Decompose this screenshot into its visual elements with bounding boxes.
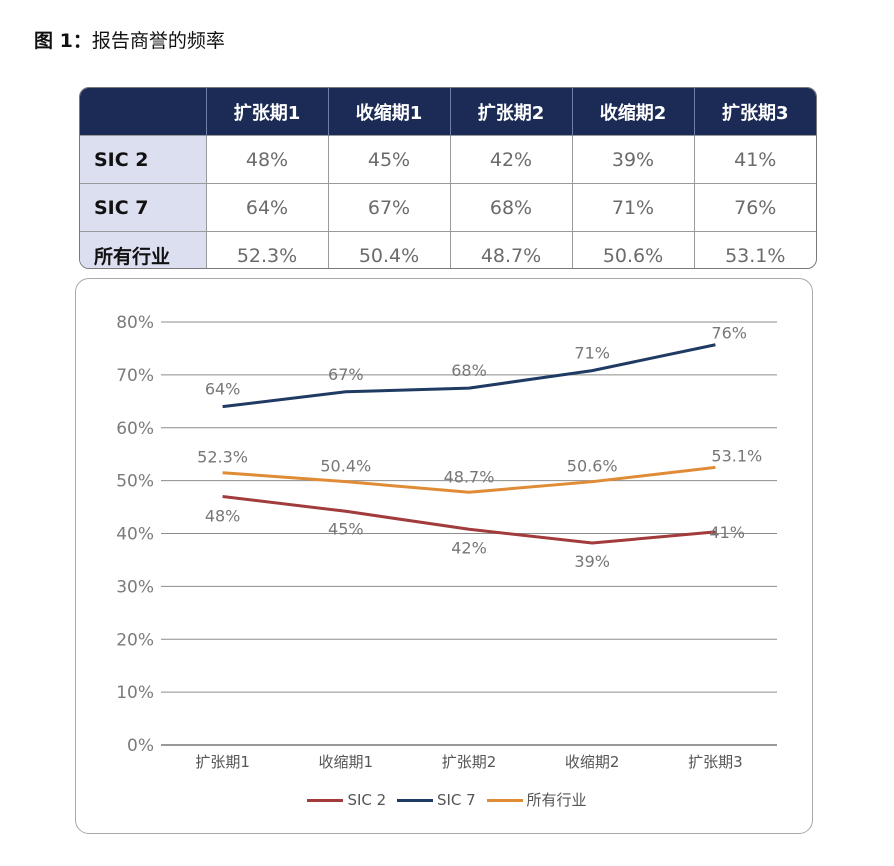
chart-legend: SIC 2 SIC 7 所有行业 [0,789,894,810]
legend-item: SIC 2 [307,791,386,809]
table-cell: 50.6% [572,231,695,268]
series-line [222,494,716,545]
x-tick-label: 收缩期2 [565,753,620,771]
figure-label: 图 1： [34,30,92,52]
legend-item: SIC 7 [396,791,476,809]
row-header: SIC 2 [80,135,207,184]
table-cell: 42% [450,135,573,184]
column-header: 扩张期1 [206,88,329,136]
row-header: SIC 7 [80,183,207,232]
figure-title: 图 1：报告商誉的频率 [34,26,225,53]
data-label: 41% [709,523,745,542]
table-cell: 76% [694,183,816,232]
data-label: 67% [328,365,364,384]
legend-label: SIC 2 [347,791,387,809]
data-label: 39% [574,552,610,571]
table-row: SIC 2 48% 45% 42% 39% 41% [80,135,816,184]
data-label: 52.3% [197,448,248,467]
legend-swatch [396,799,433,802]
chart-frame [75,278,813,834]
series-line [222,343,716,409]
data-label: 71% [574,344,610,363]
table-cell: 41% [694,135,816,184]
y-tick-label: 20% [116,630,154,650]
data-label: 76% [711,324,747,343]
column-header: 收缩期2 [572,88,695,136]
y-tick-label: 40% [116,525,154,545]
y-tick-label: 30% [116,577,154,597]
y-tick-label: 0% [127,736,154,756]
table-cell: 50.4% [328,231,451,268]
y-tick-label: 10% [116,683,154,703]
table-row: SIC 7 64% 67% 68% 71% 76% [80,183,816,232]
table-cell: 64% [206,183,329,232]
legend-label: SIC 7 [436,791,476,809]
data-table-container: 扩张期1 收缩期1 扩张期2 收缩期2 扩张期3 SIC 2 48% 45% 4… [79,87,817,269]
data-label: 68% [451,361,487,380]
data-label: 50.4% [320,457,371,476]
column-header: 扩张期3 [694,88,816,136]
y-tick-label: 50% [116,472,154,492]
table-cell: 52.3% [206,231,329,268]
legend-item: 所有行业 [486,789,587,810]
table-cell: 53.1% [694,231,816,268]
legend-label: 所有行业 [526,791,587,809]
data-label: 50.6% [567,457,618,476]
data-label: 64% [205,380,241,399]
data-table: 扩张期1 收缩期1 扩张期2 收缩期2 扩张期3 SIC 2 48% 45% 4… [80,88,816,268]
table-cell: 67% [328,183,451,232]
table-header-row: 扩张期1 收缩期1 扩张期2 收缩期2 扩张期3 [80,88,816,136]
table-cell: 48.7% [450,231,573,268]
y-tick-label: 60% [116,419,154,439]
y-tick-label: 80% [116,313,154,333]
x-tick-label: 扩张期1 [195,753,250,771]
data-label: 42% [451,538,487,557]
row-header: 所有行业 [80,231,207,268]
x-tick-label: 扩张期3 [688,753,743,771]
column-header: 扩张期2 [450,88,573,136]
x-tick-label: 扩张期2 [442,753,497,771]
table-corner-cell [80,88,207,136]
data-label: 53.1% [711,446,762,465]
table-cell: 68% [450,183,573,232]
data-label: 45% [328,519,364,538]
legend-swatch [307,799,344,802]
column-header: 收缩期1 [328,88,451,136]
table-row: 所有行业 52.3% 50.4% 48.7% 50.6% 53.1% [80,231,816,268]
x-tick-label: 收缩期1 [319,753,374,771]
table-cell: 48% [206,135,329,184]
series-line [222,465,716,494]
legend-swatch [486,799,523,802]
table-cell: 39% [572,135,695,184]
y-tick-label: 70% [116,366,154,386]
figure-title-text: 报告商誉的频率 [91,30,225,52]
table-cell: 45% [328,135,451,184]
table-cell: 71% [572,183,695,232]
data-label: 48.7% [444,467,495,486]
data-label: 48% [205,506,241,525]
